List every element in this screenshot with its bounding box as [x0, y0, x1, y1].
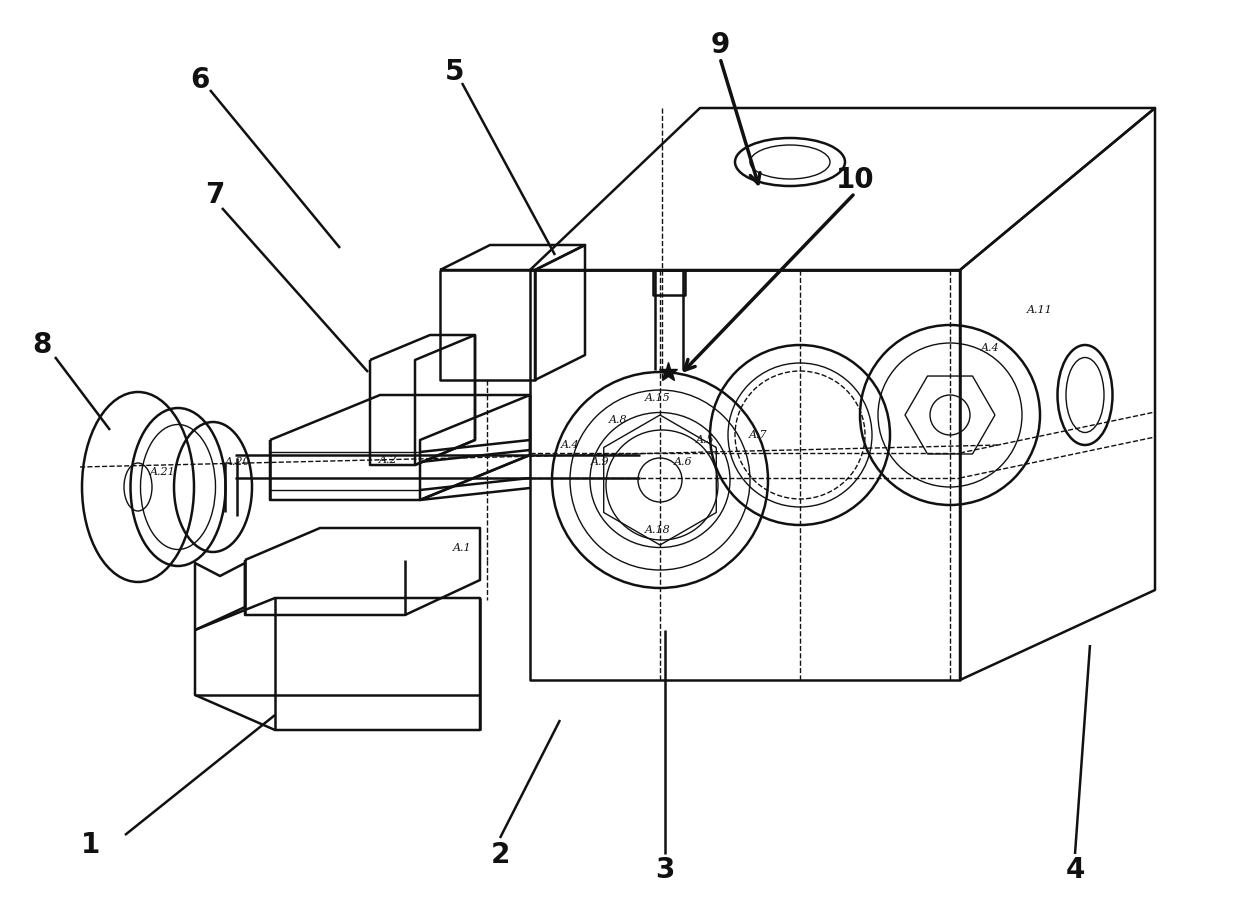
Text: 7: 7 [206, 181, 224, 209]
Text: A.1: A.1 [453, 543, 471, 553]
Text: A.6: A.6 [673, 457, 692, 467]
Text: 3: 3 [655, 856, 675, 884]
Text: A.2: A.2 [378, 455, 397, 465]
Text: 8: 8 [32, 331, 52, 359]
Text: A.4: A.4 [981, 343, 999, 353]
Text: A.8: A.8 [609, 415, 627, 425]
Text: 4: 4 [1065, 856, 1085, 884]
Text: 2: 2 [490, 841, 510, 869]
Text: 6: 6 [190, 66, 210, 94]
Text: A.20: A.20 [226, 457, 250, 467]
Text: 10: 10 [836, 166, 874, 194]
Text: A.15: A.15 [645, 393, 671, 403]
Text: A.5: A.5 [696, 435, 714, 445]
Text: 5: 5 [445, 58, 465, 86]
Text: A.18: A.18 [645, 525, 671, 535]
Text: A.4: A.4 [560, 440, 579, 450]
Text: 1: 1 [81, 831, 99, 859]
Text: A.7: A.7 [749, 430, 768, 440]
Text: A.11: A.11 [1027, 305, 1053, 315]
Text: A.21: A.21 [150, 467, 176, 477]
Text: 9: 9 [711, 31, 729, 59]
Text: A.9: A.9 [590, 457, 609, 467]
